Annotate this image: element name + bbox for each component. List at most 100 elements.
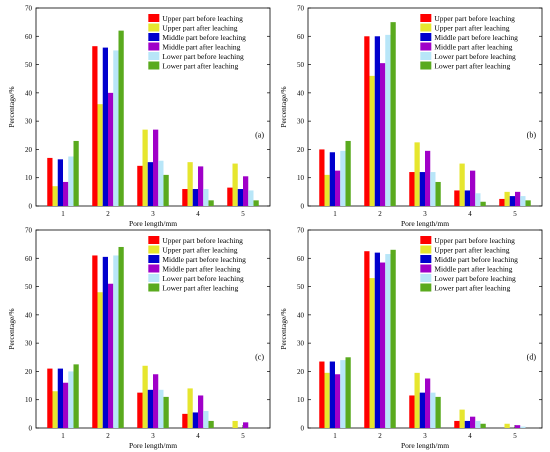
bar: [158, 160, 164, 206]
x-tick-label: 1: [333, 432, 337, 440]
bar: [525, 200, 531, 206]
bar: [369, 75, 375, 206]
legend-entry: Lower part after leaching: [162, 62, 238, 71]
bar: [464, 420, 470, 428]
bar: [504, 423, 510, 428]
bar: [57, 368, 63, 428]
bar: [97, 104, 103, 206]
x-tick-label: 3: [423, 432, 427, 440]
bar: [454, 190, 460, 206]
bar: [364, 36, 370, 207]
bar: [198, 166, 204, 206]
x-tick-label: 4: [196, 432, 200, 440]
bar: [480, 423, 486, 428]
bar: [390, 22, 396, 207]
bar: [324, 174, 330, 206]
legend-entry: Upper part before leaching: [162, 236, 243, 245]
y-tick-label: 70: [297, 5, 305, 13]
bar: [419, 172, 425, 206]
legend-entry: Middle part before leaching: [434, 33, 518, 42]
bar: [454, 420, 460, 428]
legend-swatch: [420, 52, 432, 60]
y-tick-label: 60: [297, 255, 305, 263]
bar: [504, 191, 510, 206]
y-axis-label: Percentage/%: [7, 308, 16, 349]
y-tick-label: 10: [297, 174, 305, 182]
legend-entry: Upper part after leaching: [434, 24, 509, 33]
legend-entry: Lower part before leaching: [434, 274, 516, 283]
legend-entry: Middle part after leaching: [434, 43, 512, 52]
legend-swatch: [148, 14, 160, 22]
bar: [198, 395, 204, 428]
y-tick-label: 60: [25, 255, 33, 263]
bar: [113, 255, 119, 428]
legend-entry: Middle part after leaching: [434, 265, 512, 274]
legend-swatch: [420, 274, 432, 282]
y-tick-label: 40: [25, 89, 33, 97]
bar: [499, 198, 505, 206]
y-axis-label: Percentage/%: [7, 86, 16, 127]
legend-entry: Lower part before leaching: [434, 52, 516, 61]
legend-swatch: [148, 255, 160, 263]
x-tick-label: 3: [151, 432, 155, 440]
bar: [480, 201, 486, 206]
bar: [52, 391, 58, 428]
bar: [102, 47, 108, 206]
x-tick-label: 3: [423, 210, 427, 218]
legend-swatch: [148, 42, 160, 51]
bar: [385, 34, 391, 206]
legend-entry: Middle part after leaching: [162, 43, 240, 52]
bar: [475, 193, 481, 206]
bar: [430, 392, 436, 428]
legend-swatch: [420, 23, 432, 32]
y-axis-label: Percentage/%: [279, 86, 288, 127]
legend-entry: Lower part before leaching: [162, 52, 244, 61]
chart-panel-1: 0 10 20 30 40 50 60 70 1 2 3 4 5 Pore length/mm Percen…: [7, 5, 271, 228]
legend-swatch: [148, 274, 160, 282]
y-tick-label: 70: [297, 227, 305, 235]
legend-entry: Middle part before leaching: [162, 33, 246, 42]
legend-swatch: [420, 61, 432, 70]
bar: [192, 189, 198, 206]
bar: [243, 176, 249, 206]
bar: [137, 165, 143, 206]
y-tick-label: 50: [25, 61, 33, 69]
y-axis-label: Percentage/%: [279, 308, 288, 349]
bar: [237, 189, 243, 206]
bar: [369, 278, 375, 428]
bar: [47, 157, 53, 206]
bar: [63, 181, 69, 206]
chart-panel-4: 0 10 20 30 40 50 60 70 1 2 3 4 5 Pore length/mm Percen…: [279, 227, 543, 450]
panel-label: (d): [527, 353, 537, 362]
x-tick-label: 2: [106, 210, 110, 218]
legend-swatch: [148, 264, 160, 273]
y-tick-label: 0: [29, 203, 33, 211]
bar: [364, 251, 370, 428]
bar: [319, 149, 325, 206]
x-tick-label: 3: [151, 210, 155, 218]
bar: [208, 200, 214, 206]
bar: [158, 389, 164, 428]
bar: [430, 172, 436, 206]
bar: [409, 172, 415, 206]
bar: [153, 129, 159, 206]
bar: [147, 389, 153, 428]
bar: [459, 163, 465, 206]
bar: [243, 422, 249, 428]
legend-entry: Lower part after leaching: [162, 284, 238, 293]
bar: [470, 170, 476, 206]
legend-entry: Lower part after leaching: [434, 284, 510, 293]
bar: [142, 129, 148, 206]
x-axis-label: Pore length/mm: [401, 219, 449, 228]
bar: [515, 191, 521, 206]
legend-swatch: [420, 236, 432, 244]
x-tick-label: 1: [61, 432, 65, 440]
x-tick-label: 1: [61, 210, 65, 218]
y-tick-label: 0: [29, 425, 33, 433]
x-axis-label: Pore length/mm: [129, 219, 177, 228]
x-tick-label: 5: [513, 432, 517, 440]
y-tick-label: 30: [297, 340, 305, 348]
bar: [208, 420, 214, 428]
